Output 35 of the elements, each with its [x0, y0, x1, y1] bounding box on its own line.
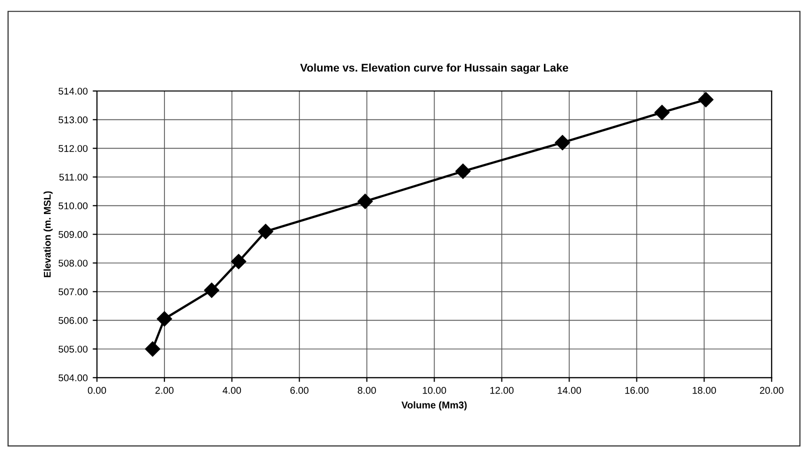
x-tick-label: 14.00 — [558, 386, 582, 394]
y-tick-label: 506.00 — [58, 317, 88, 324]
point — [698, 92, 714, 108]
y-axis-title: Elevation (m. MSL) — [44, 191, 53, 278]
y-tick-label: 505.00 — [58, 346, 88, 353]
point — [455, 164, 471, 179]
y-tick-label: 514.00 — [58, 88, 88, 95]
x-tick-label: 16.00 — [625, 386, 648, 394]
x-tick-label: 6.00 — [290, 386, 308, 394]
x-tick-label: 12.00 — [490, 386, 514, 394]
x-tick-label: 20.00 — [760, 386, 784, 394]
x-axis-title: Volume (Mm3) — [402, 401, 467, 410]
y-tick-label: 512.00 — [58, 145, 88, 152]
y-tick-label: 508.00 — [58, 260, 88, 267]
chart-title: Volume vs. Elevation curve for Hussain sagar Lake — [300, 64, 568, 74]
y-tick-label: 510.00 — [58, 202, 88, 210]
point — [654, 104, 670, 120]
point — [145, 341, 160, 357]
x-tick-label: 10.00 — [422, 386, 446, 394]
y-tick-label: 507.00 — [58, 288, 88, 296]
x-tick-label: 2.00 — [155, 386, 174, 394]
x-tick-label: 18.00 — [692, 386, 716, 394]
x-tick-label: 4.00 — [222, 386, 241, 394]
point — [204, 282, 220, 298]
y-tick-label: 509.00 — [58, 231, 88, 238]
point — [358, 194, 373, 209]
x-tick-label: 0.00 — [88, 386, 106, 394]
point — [258, 224, 274, 240]
y-tick-label: 513.00 — [58, 116, 88, 124]
y-tick-label: 504.00 — [58, 374, 88, 382]
point — [156, 311, 172, 326]
x-tick-label: 8.00 — [358, 386, 376, 394]
point — [231, 254, 246, 270]
point — [554, 135, 570, 150]
y-tick-label: 511.00 — [59, 174, 88, 181]
